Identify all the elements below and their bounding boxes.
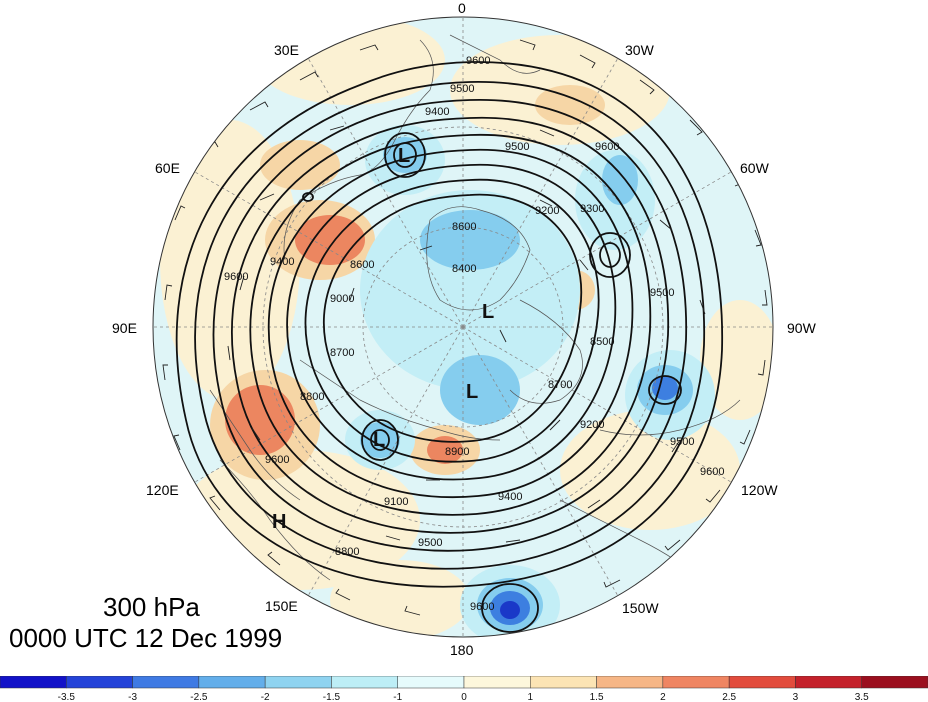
contour-label: 9600 [265, 454, 289, 466]
contour-label: 9400 [425, 106, 449, 118]
colorbar-tick-label: 1 [528, 692, 534, 702]
low-center: L [466, 381, 478, 403]
colorbar-swatch [596, 676, 664, 689]
colorbar-swatch [530, 676, 597, 689]
contour-label: 8700 [330, 347, 354, 359]
lon-label-60e: 60E [155, 160, 180, 176]
contour-label: 8600 [452, 221, 476, 233]
colorbar-swatch [66, 676, 133, 689]
lon-label-90w: 90W [787, 320, 816, 336]
colorbar-tick-label: 3 [793, 692, 799, 702]
colorbar-swatch [662, 676, 730, 689]
colorbar-tick-label: 3.5 [855, 692, 869, 702]
level-label: 300 hPa [103, 592, 200, 622]
contour-label: 9600 [470, 601, 494, 613]
colorbar-swatch [331, 676, 398, 689]
colorbar-swatch [132, 676, 200, 689]
contour-label: 8700 [548, 379, 572, 391]
colorbar-tick-label: -3 [128, 692, 137, 702]
colorbar-swatch [198, 676, 266, 689]
contour-label: 9400 [498, 491, 522, 503]
contour-label: 9600 [224, 271, 248, 283]
contour-label: 9200 [535, 205, 559, 217]
colorbar-tick-label: -2 [261, 692, 270, 702]
colorbar-swatch [463, 676, 531, 689]
lon-label-120e: 120E [146, 482, 179, 498]
contour-labels: 9600 9500 9400 9300 9200 9200 9100 9000 … [224, 55, 724, 613]
contour-label: 8800 [335, 546, 359, 558]
lon-label-30e: 30E [274, 42, 299, 58]
colorbar-tick-label: 1.5 [590, 692, 604, 702]
lon-label-120w: 120W [741, 482, 778, 498]
lon-label-180: 180 [450, 642, 474, 658]
lon-label-60w: 60W [740, 160, 769, 176]
contour-label: 8800 [300, 391, 324, 403]
contour-label: 8600 [350, 259, 374, 271]
map-boundary [152, 16, 774, 638]
low-center: L [373, 429, 385, 451]
colorbar-swatches [0, 676, 928, 689]
lon-label-30w: 30W [625, 42, 654, 58]
contour-label: 9600 [466, 55, 490, 67]
time-label: 0000 UTC 12 Dec 1999 [9, 623, 283, 653]
colorbar-tick-label: 0 [461, 692, 467, 702]
low-center: L [482, 301, 494, 323]
lon-label-150e: 150E [265, 598, 298, 614]
high-center: H [272, 511, 286, 533]
anomaly-cool-mid [360, 137, 693, 632]
pressure-centers: L L L L H [272, 145, 494, 533]
low-center: L [398, 145, 410, 167]
height-contours [175, 61, 724, 633]
lon-label-90e: 90E [112, 320, 137, 336]
contour-label: 9300 [580, 203, 604, 215]
anomaly-cool-light [345, 125, 715, 637]
contour-label: 8900 [445, 446, 469, 458]
contour-label: 8500 [590, 336, 614, 348]
contour-label: 9600 [700, 466, 724, 478]
colorbar-swatch [795, 676, 862, 689]
wind-barbs [162, 39, 768, 616]
anomaly-cool-max [500, 601, 520, 619]
colorbar-swatch [264, 676, 332, 689]
map-disk: 9600 9500 9400 9300 9200 9200 9100 9000 … [153, 17, 773, 637]
colorbar-tick-label: -1.5 [323, 692, 341, 702]
colorbar-swatch [0, 676, 67, 689]
contour-label: 9500 [450, 83, 474, 95]
colorbar-tick-label: -2.5 [190, 692, 208, 702]
colorbar: -3.5 -3 -2.5 -2 -1.5 -1 0 1 1.5 2 2.5 3 3.5 [0, 676, 928, 702]
contour-label: 9400 [270, 256, 294, 268]
colorbar-swatch [397, 676, 465, 689]
contour-label: 9200 [580, 419, 604, 431]
colorbar-tick-label: -1 [393, 692, 402, 702]
colorbar-ticks: -3.5 -3 -2.5 -2 -1.5 -1 0 1 1.5 2 2.5 3 3.5 [58, 692, 869, 702]
colorbar-tick-label: 2 [660, 692, 666, 702]
colorbar-tick-label: -3.5 [58, 692, 76, 702]
contour-label: 9500 [670, 436, 694, 448]
colorbar-swatch [861, 676, 928, 689]
contour-label: 8400 [452, 263, 476, 275]
contour-label: 9000 [330, 293, 354, 305]
contour-label: 9100 [384, 496, 408, 508]
contour-label: 9500 [650, 287, 674, 299]
contour-label: 9600 [595, 141, 619, 153]
colorbar-swatch [728, 676, 796, 689]
colorbar-tick-label: 2.5 [722, 692, 736, 702]
lon-label-150w: 150W [622, 600, 659, 616]
contour-label: 9500 [418, 537, 442, 549]
contour-label: 9500 [505, 141, 529, 153]
lon-label-0: 0 [458, 0, 466, 16]
